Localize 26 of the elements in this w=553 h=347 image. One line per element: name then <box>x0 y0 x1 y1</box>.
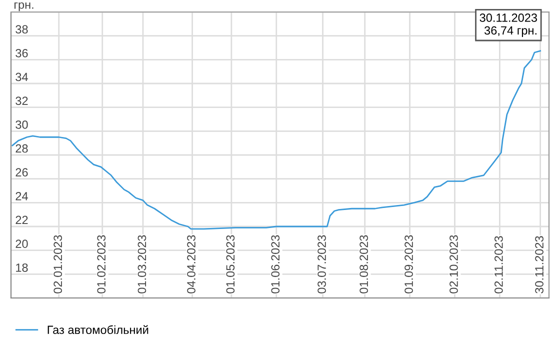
y-tick-label: 24 <box>16 192 28 200</box>
y-tick-label: 30 <box>16 120 28 129</box>
x-tick-label: 01.05.2023 <box>226 235 235 294</box>
y-tick-label: 34 <box>16 72 28 82</box>
x-tick-label: 01.03.2023 <box>138 235 146 294</box>
y-tick-label: 38 <box>16 25 28 34</box>
x-tick-label: 01.06.2023 <box>271 235 280 294</box>
x-tick-label: 01.09.2023 <box>404 235 413 294</box>
x-tick-label: 02.01.2023 <box>54 235 62 294</box>
y-tick-label: 26 <box>16 168 28 176</box>
x-tick-label: 03.07.2023 <box>318 235 326 294</box>
x-tick-label: 02.11.2023 <box>494 236 503 294</box>
annotation: 30.11.2023 36,74 грн. <box>480 14 538 37</box>
x-tick-label: 30.11.2023 <box>535 236 544 294</box>
x-tick-label: 01.08.2023 <box>360 235 368 294</box>
y-tick-label: 36 <box>16 48 28 58</box>
y-tick-label: 22 <box>16 216 28 224</box>
x-tick-label: 02.10.2023 <box>450 235 458 294</box>
y-tick-label: 20 <box>16 240 28 248</box>
y-tick-label: 18 <box>16 263 28 272</box>
y-axis-title: грн. <box>14 2 34 12</box>
y-tick-label: 32 <box>16 96 28 105</box>
legend-label: Газ автомобільний <box>48 325 148 334</box>
x-tick-label: 01.02.2023 <box>97 235 106 294</box>
y-tick-label: 28 <box>16 144 28 153</box>
x-tick-label: 04.04.2023 <box>187 235 196 294</box>
